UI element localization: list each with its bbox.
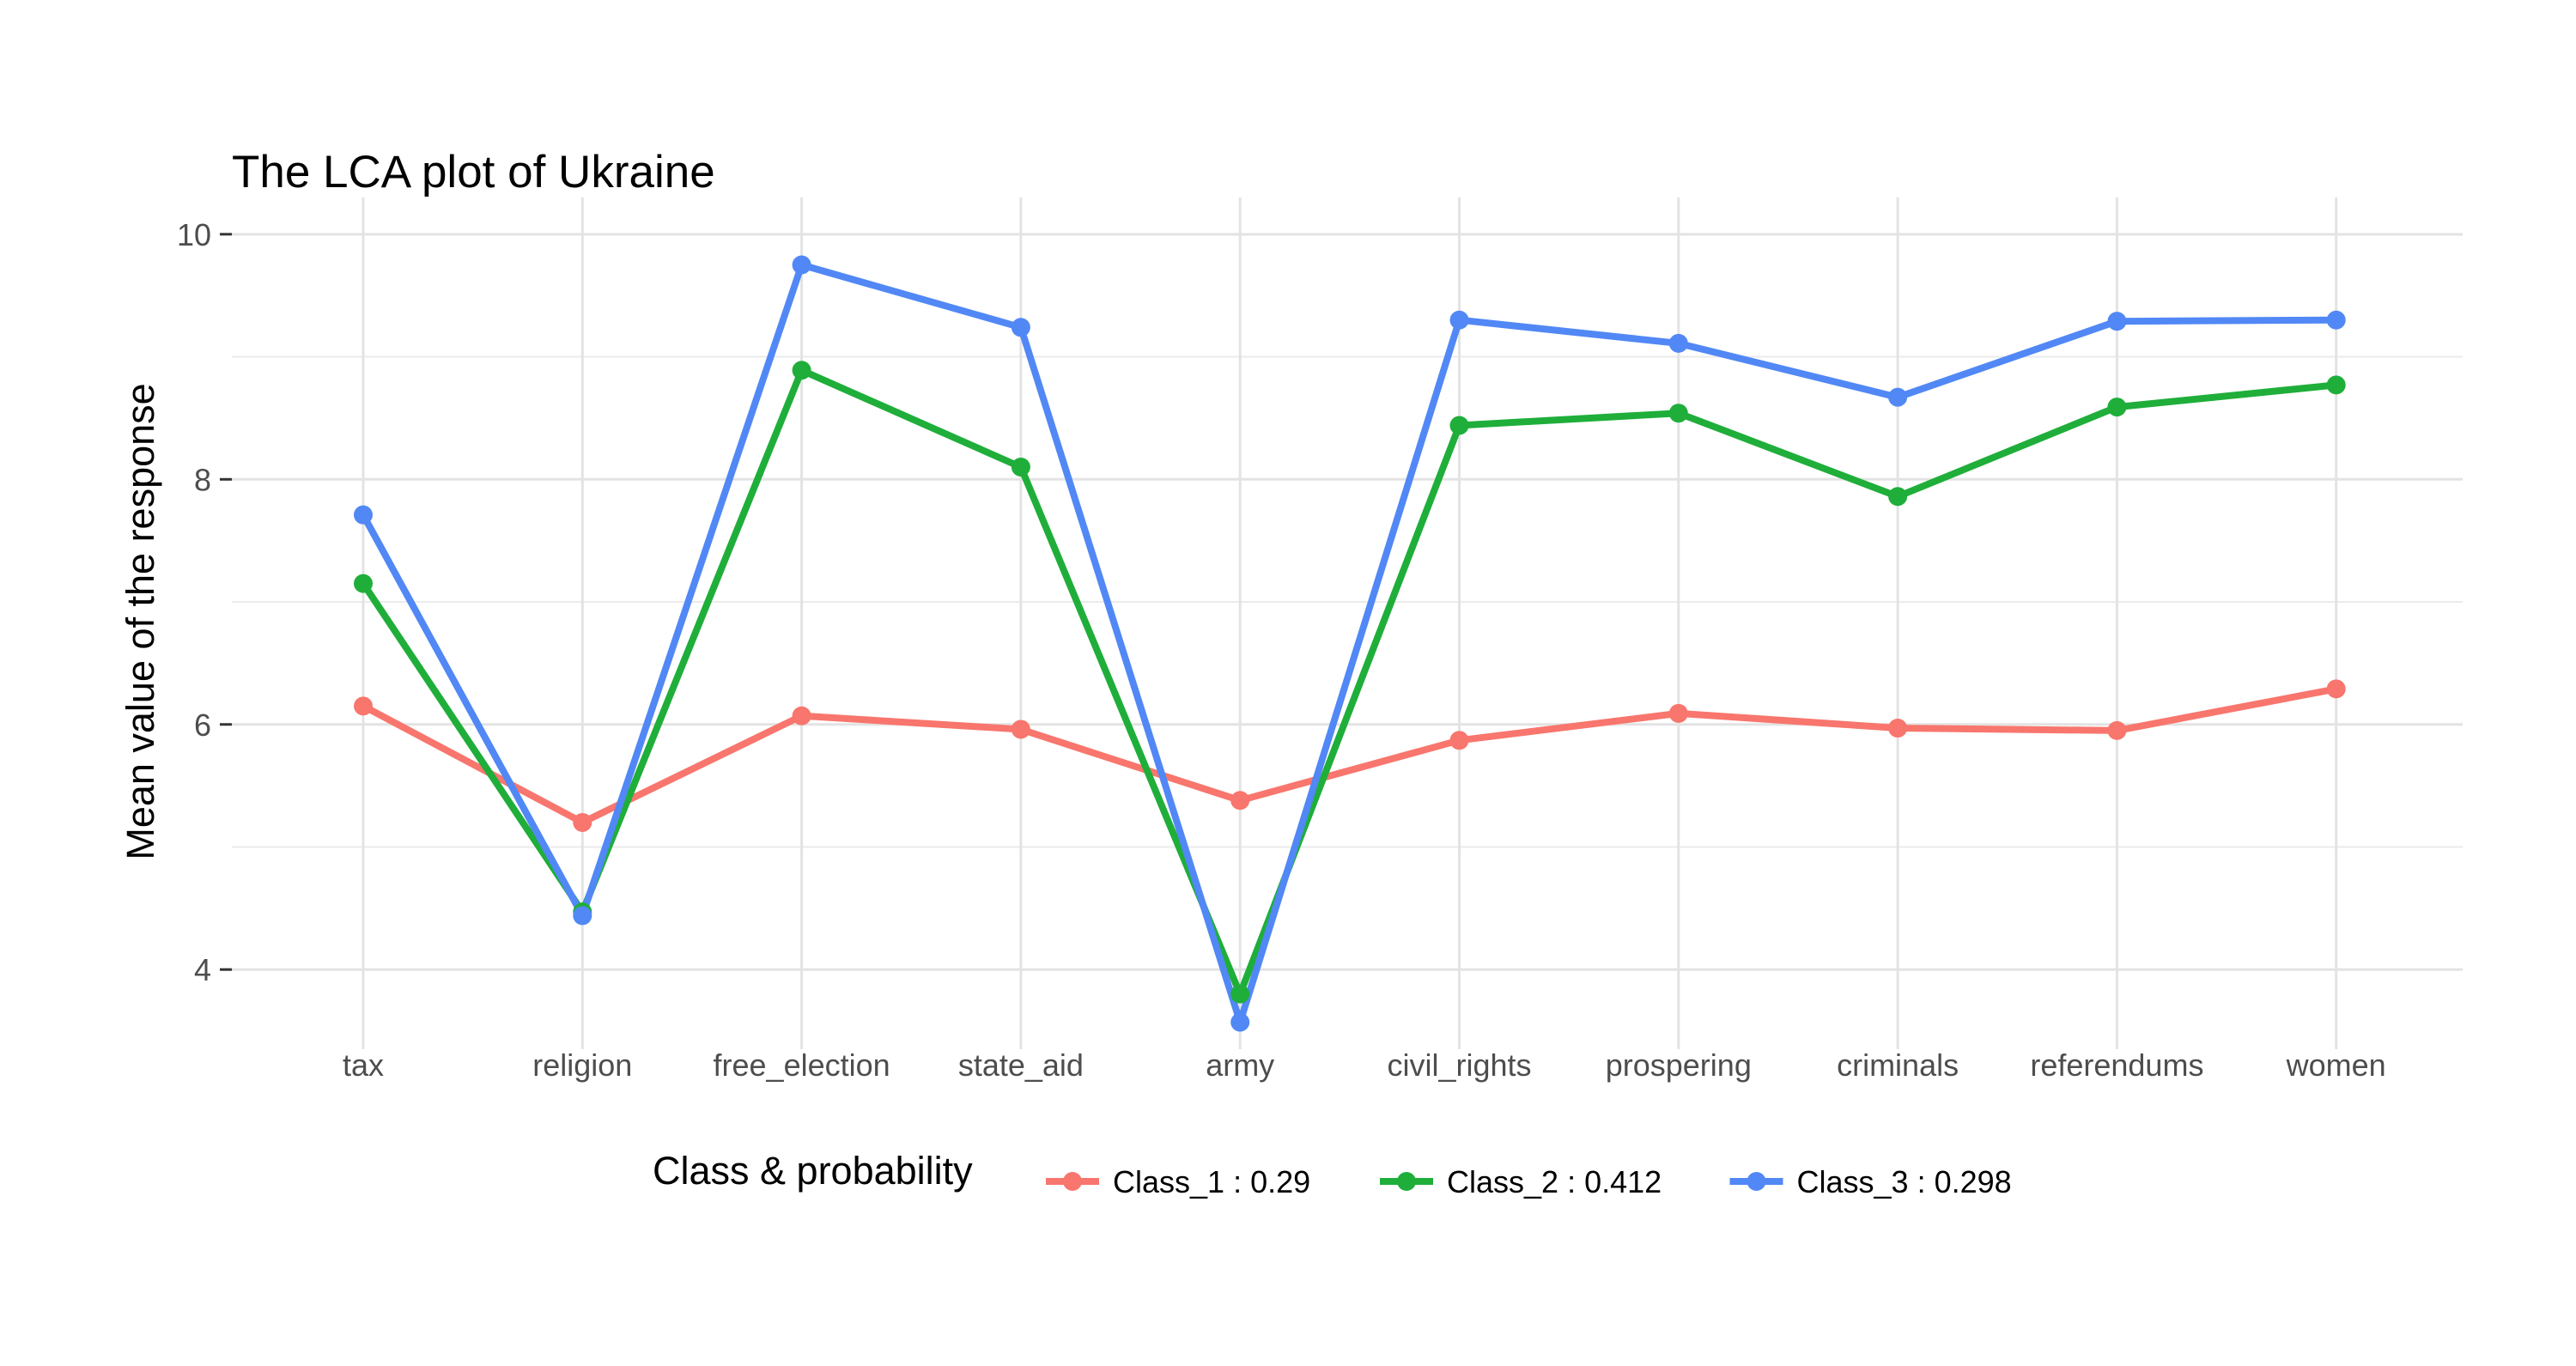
- x-tick-label: civil_rights: [1387, 1047, 1531, 1083]
- data-point-class-1: [354, 696, 373, 716]
- data-point-class-3: [2107, 312, 2127, 331]
- data-point-class-2: [1668, 404, 1688, 423]
- legend-label-class-1: Class_1 : 0.29: [1113, 1164, 1310, 1199]
- x-tick-label: religion: [532, 1047, 632, 1083]
- y-axis-title: Mean value of the response: [118, 383, 162, 859]
- chart-title: The LCA plot of Ukraine: [232, 147, 715, 197]
- series-line-class-3: [360, 261, 2340, 1026]
- data-point-class-3: [2326, 310, 2346, 330]
- y-tick-label: 6: [194, 707, 211, 743]
- data-point-class-2: [1011, 458, 1030, 477]
- x-tick-label: state_aid: [958, 1047, 1084, 1083]
- data-point-class-1: [2107, 720, 2127, 740]
- x-tick-label: referendums: [2030, 1047, 2203, 1083]
- data-point-class-2: [354, 574, 373, 593]
- data-point-class-1: [1668, 703, 1688, 723]
- data-point-class-1: [2326, 679, 2346, 699]
- legend-label-class-2: Class_2 : 0.412: [1447, 1164, 1662, 1199]
- legend-label-class-3: Class_3 : 0.298: [1797, 1164, 2012, 1199]
- y-tick-label: 4: [194, 952, 211, 987]
- data-point-class-1: [792, 706, 811, 725]
- y-tick-label: 8: [194, 462, 211, 497]
- data-point-class-2: [2326, 375, 2346, 395]
- data-point-class-2: [1888, 487, 1908, 507]
- data-point-class-3: [1888, 387, 1908, 407]
- data-point-class-3: [573, 906, 592, 926]
- data-point-class-3: [1668, 333, 1688, 353]
- data-point-class-1: [1888, 719, 1908, 738]
- data-point-class-3: [792, 255, 811, 275]
- x-tick-label: prospering: [1606, 1047, 1752, 1083]
- x-tick-label: free_election: [714, 1047, 890, 1083]
- legend: Class & probability Class_1 : 0.29 Class_…: [653, 1149, 2012, 1199]
- data-point-class-3: [1011, 318, 1030, 337]
- series-line-class-1: [360, 685, 2340, 826]
- data-point-class-1: [573, 812, 592, 832]
- data-point-class-2: [1230, 984, 1250, 1004]
- data-point-class-2: [792, 361, 811, 380]
- x-tick-label: tax: [343, 1047, 384, 1083]
- data-point-class-2: [1449, 416, 1469, 435]
- x-tick-label: army: [1206, 1047, 1274, 1083]
- data-point-class-2: [2107, 398, 2127, 417]
- series-lines: [360, 261, 2340, 1026]
- data-point-class-3: [1230, 1012, 1250, 1032]
- legend-point: [1747, 1172, 1766, 1191]
- legend-point: [1063, 1172, 1082, 1191]
- legend-key-class-2: [1380, 1172, 1433, 1191]
- data-point-class-1: [1230, 791, 1250, 810]
- data-point-class-1: [1011, 719, 1030, 739]
- x-tick-label: women: [2286, 1047, 2386, 1083]
- axes: 4 6 8 10 tax religion free_election state_aid ar…: [177, 217, 2386, 1083]
- x-tick-label: criminals: [1837, 1047, 1959, 1083]
- y-tick-label: 10: [177, 217, 211, 252]
- legend-key-class-3: [1729, 1172, 1783, 1191]
- data-point-class-1: [1449, 731, 1469, 750]
- data-point-class-3: [354, 505, 373, 525]
- series-points: [354, 255, 2346, 1032]
- legend-point: [1397, 1172, 1416, 1191]
- legend-key-class-1: [1046, 1172, 1099, 1191]
- series-line-class-2: [360, 367, 2340, 998]
- data-point-class-3: [1449, 310, 1469, 330]
- legend-title: Class & probability: [653, 1149, 973, 1193]
